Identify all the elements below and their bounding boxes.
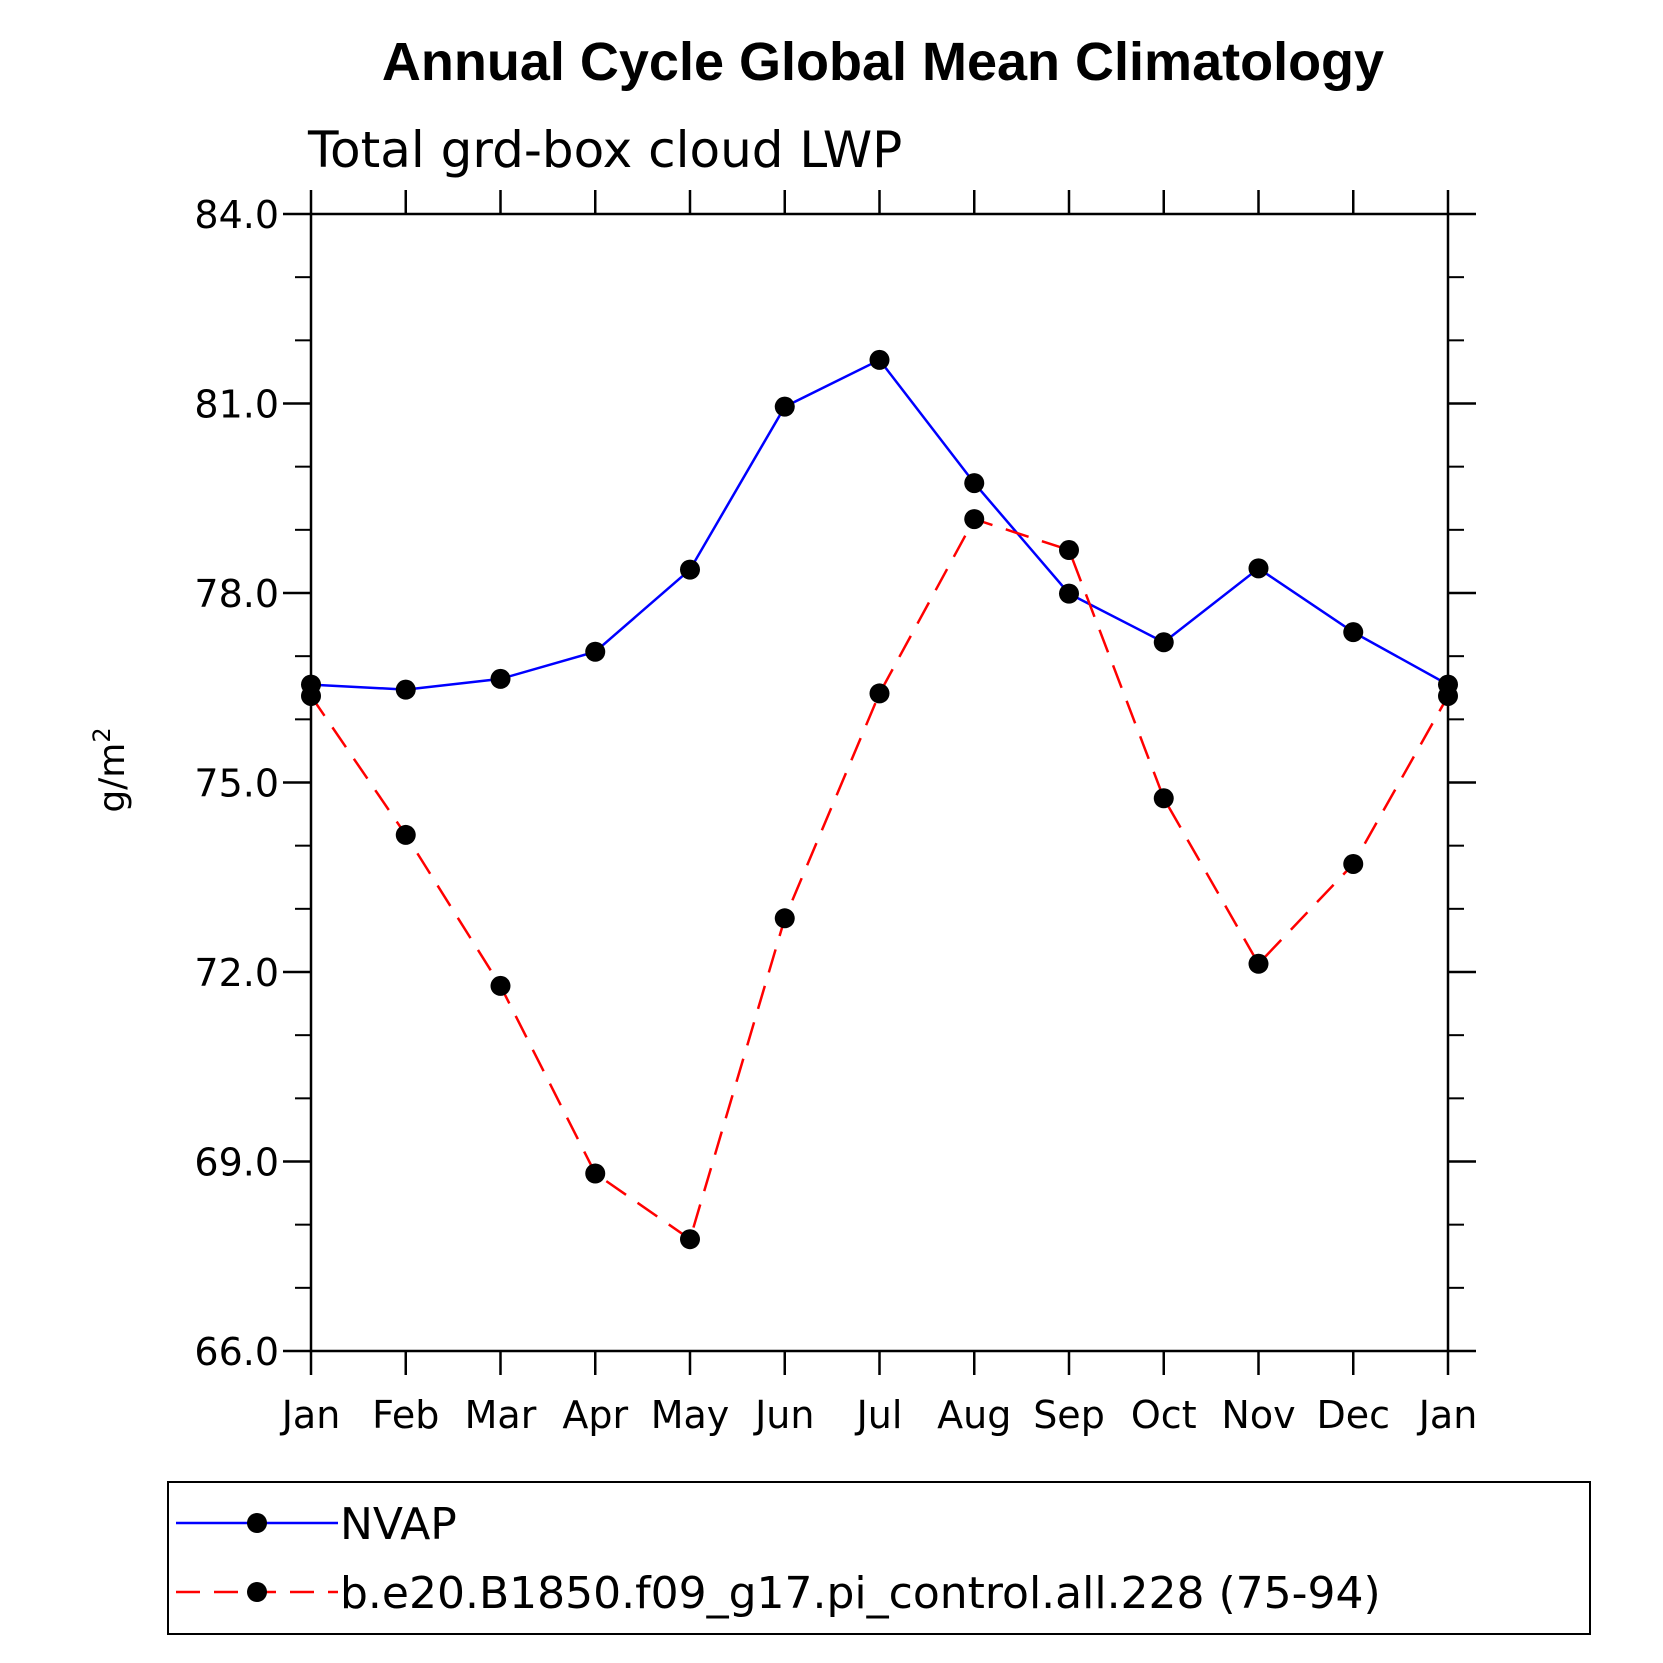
series-1-point — [1343, 622, 1364, 643]
y-tick-label: 84.0 — [194, 193, 279, 237]
series-1-point — [964, 473, 985, 494]
x-tick-label: May — [651, 1393, 730, 1437]
x-tick-label: Mar — [465, 1393, 537, 1437]
axes: Jan Feb Mar Apr May Jun Jul Aug Sep Oct Nov Dec Jan6… — [194, 190, 1477, 1437]
x-tick-label: Sep — [1033, 1393, 1105, 1437]
x-tick-label: Jan — [1417, 1393, 1478, 1437]
x-tick-label: Oct — [1131, 1393, 1197, 1437]
series-2-point — [869, 683, 890, 704]
series-2-point — [1438, 685, 1458, 706]
series-2-point — [964, 509, 985, 530]
series-1-point — [395, 679, 416, 700]
series-2-point — [301, 685, 321, 706]
legend-marker-2 — [247, 1582, 267, 1602]
chart-title: Annual Cycle Global Mean Climatology — [382, 32, 1384, 92]
x-tick-label: Jun — [753, 1393, 814, 1437]
y-tick-label: 66.0 — [194, 1330, 279, 1374]
series-line-1 — [310, 358, 1449, 691]
series-1-point — [1248, 558, 1269, 579]
series-1-point — [869, 349, 890, 370]
legend: NVAP b.e20.B1850.f09_g17.pi_control.all.2… — [176, 1499, 1381, 1619]
legend-marker-1 — [247, 1513, 267, 1533]
series-2-point — [1153, 788, 1174, 809]
series-2-point — [1343, 853, 1364, 874]
legend-label-2: b.e20.B1850.f09_g17.pi_control.all.228 (… — [340, 1568, 1381, 1619]
series-2-point — [1248, 953, 1269, 974]
series-2-point — [585, 1163, 606, 1184]
y-tick-label: 72.0 — [194, 951, 279, 995]
y-tick-label: 78.0 — [194, 572, 279, 616]
series-1-point — [774, 396, 795, 417]
x-tick-label: Dec — [1316, 1393, 1390, 1437]
series-1-point — [680, 559, 700, 580]
series-1-point — [1059, 583, 1079, 604]
series-1-point — [585, 641, 606, 662]
x-tick-label: Jan — [280, 1393, 341, 1437]
series-1-point — [1153, 632, 1174, 653]
plot-frame — [309, 212, 1450, 1353]
series-layer — [301, 349, 1458, 1250]
y-tick-label: 81.0 — [194, 383, 279, 427]
x-tick-label: Aug — [937, 1393, 1011, 1437]
x-tick-label: Feb — [372, 1393, 439, 1437]
y-tick-label: 75.0 — [194, 762, 279, 806]
y-tick-label: 69.0 — [194, 1141, 279, 1185]
series-2-point — [395, 824, 416, 845]
y-axis-label-text: g/m — [92, 743, 133, 813]
series-2-point — [490, 975, 511, 996]
x-tick-label: Jul — [855, 1393, 903, 1437]
x-tick-label: Nov — [1221, 1393, 1295, 1437]
series-2-point — [774, 908, 795, 929]
x-tick-label: Apr — [562, 1393, 628, 1437]
legend-label-1: NVAP — [340, 1499, 457, 1550]
series-line-2 — [309, 517, 1450, 1242]
y-axis-label-superscript: 2 — [88, 727, 116, 742]
series-2-point — [680, 1229, 700, 1250]
series-1-point — [490, 668, 511, 689]
y-axis-label: g/m2 — [88, 727, 133, 812]
chart-subtitle: Total grd-box cloud LWP — [307, 121, 902, 179]
series-2-point — [1059, 540, 1079, 561]
legend-box — [167, 1481, 1591, 1635]
